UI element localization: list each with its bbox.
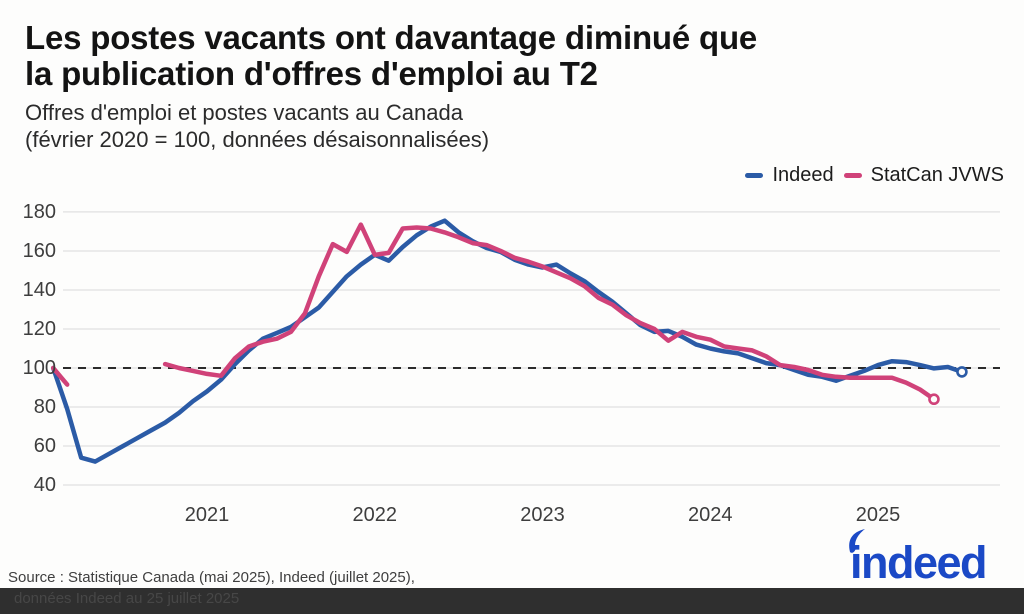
y-tick-label: 180 (22, 200, 56, 223)
subtitle-line-2: (février 2020 = 100, données désaisonnal… (25, 127, 490, 152)
y-tick-label: 100 (22, 357, 56, 379)
chart-subtitle: Offres d'emploi et postes vacants au Can… (25, 99, 489, 153)
y-tick-label: 160 (22, 239, 56, 262)
title-line-2: la publication d'offres d'emploi au T2 (25, 55, 598, 92)
y-tick-label: 120 (22, 317, 56, 340)
series-end-marker-statcan-jvws (928, 393, 940, 406)
subtitle-line-1: Offres d'emploi et postes vacants au Can… (25, 100, 463, 125)
series-line-statcan-jvws (50, 365, 70, 387)
y-tick-label: 60 (33, 435, 56, 458)
indeed-logo: indeed (849, 529, 988, 589)
bottom-overlay-bar: données Indeed au 25 juillet 2025 (0, 588, 1024, 614)
page-title: Les postes vacants ont davantage diminué… (25, 20, 757, 92)
source-attribution: Source : Statistique Canada (mai 2025), … (8, 569, 415, 586)
y-tick-label: 140 (22, 278, 56, 301)
x-tick-label: 2021 (184, 504, 230, 526)
chart-legend: Indeed StatCan JVWS (745, 163, 1004, 187)
legend-label-statcan: StatCan JVWS (870, 163, 1004, 186)
statcan-line-swatch (843, 172, 862, 178)
x-tick-label: 2025 (855, 504, 901, 526)
x-tick-label: 2023 (520, 504, 565, 526)
x-tick-label: 2022 (352, 504, 398, 526)
x-tick-label: 2024 (688, 504, 733, 526)
y-tick-label: 80 (33, 396, 56, 419)
series-line-indeed (50, 218, 965, 464)
series-line-statcan-jvws (162, 222, 937, 402)
y-tick-label: 40 (33, 474, 56, 497)
series-end-marker-indeed (956, 366, 968, 378)
title-line-1: Les postes vacants ont davantage diminué… (25, 19, 758, 56)
legend-item-statcan: StatCan JVWS (843, 163, 1004, 187)
indeed-line-swatch (745, 172, 764, 178)
legend-label-indeed: Indeed (772, 163, 834, 186)
legend-item-indeed: Indeed (745, 163, 834, 187)
indeed-logo-text: indeed (849, 537, 988, 588)
obscured-source-line: données Indeed au 25 juillet 2025 (14, 590, 240, 607)
indeed-flame-icon (849, 529, 865, 553)
